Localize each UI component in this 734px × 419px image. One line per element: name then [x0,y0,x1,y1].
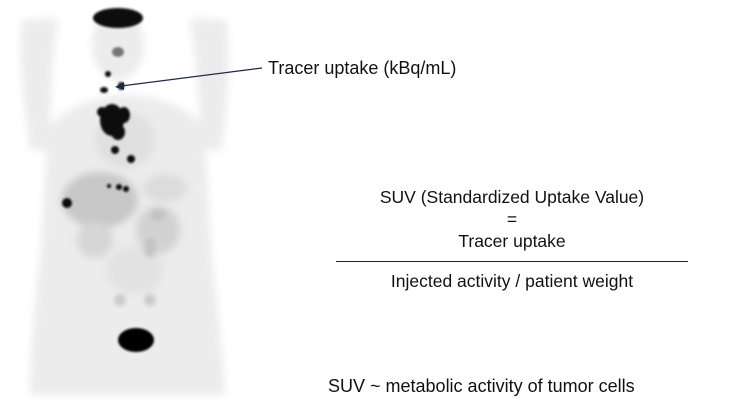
formula-title: SUV (Standardized Uptake Value) [379,187,645,207]
tracer-uptake-label: Tracer uptake (kBq/mL) [268,58,457,78]
suv-formula: SUV (Standardized Uptake Value) = Tracer… [336,184,688,294]
formula-denominator: Injected activity / patient weight [390,271,634,291]
suv-summary-text: SUV ~ metabolic activity of tumor cells [328,376,635,396]
fraction-line [336,261,688,262]
pet-scan-image [20,8,229,395]
formula-numerator: Tracer uptake [458,231,566,251]
formula-equals: = [506,209,518,229]
